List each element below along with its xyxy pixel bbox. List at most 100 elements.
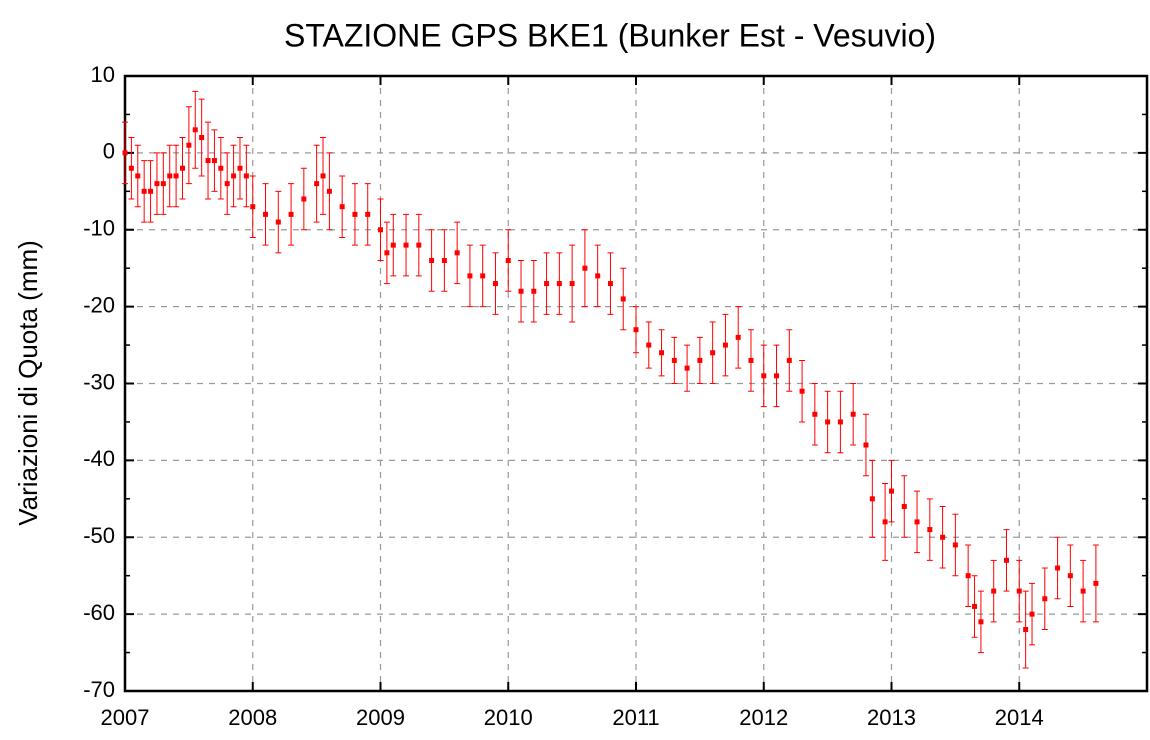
point <box>237 165 243 171</box>
y-tick-label: -60 <box>83 600 115 625</box>
point <box>850 411 856 417</box>
point <box>646 342 652 348</box>
point <box>1003 557 1009 563</box>
x-tick-label: 2007 <box>101 705 150 730</box>
point <box>710 350 716 356</box>
point <box>429 258 435 263</box>
point <box>659 350 665 356</box>
point <box>1029 611 1035 617</box>
point <box>991 588 997 594</box>
y-tick-label: -20 <box>83 292 115 317</box>
point <box>889 488 894 494</box>
point <box>684 365 690 371</box>
y-tick-label: -40 <box>83 446 115 471</box>
point <box>480 273 486 279</box>
x-tick-label: 2009 <box>356 705 405 730</box>
point <box>122 150 128 156</box>
point <box>173 173 179 179</box>
point <box>799 388 805 394</box>
point <box>582 265 588 271</box>
point <box>882 519 888 525</box>
point <box>972 603 978 609</box>
point <box>211 158 217 164</box>
point <box>914 519 920 525</box>
point <box>620 296 626 302</box>
point <box>179 165 185 171</box>
point <box>697 357 703 363</box>
point <box>952 542 958 548</box>
x-tick-label: 2013 <box>867 705 916 730</box>
point <box>250 204 256 210</box>
point <box>556 281 562 287</box>
point <box>1067 573 1073 579</box>
point <box>531 288 537 294</box>
point <box>454 250 460 256</box>
point <box>243 173 249 179</box>
point <box>167 173 173 179</box>
y-tick-label: -70 <box>83 677 115 702</box>
point <box>774 373 780 379</box>
point <box>761 373 767 379</box>
point <box>812 411 818 417</box>
point <box>671 357 677 363</box>
point <box>492 281 498 287</box>
point <box>403 242 409 248</box>
x-tick-label: 2014 <box>995 705 1044 730</box>
point <box>965 573 971 579</box>
point <box>365 211 371 217</box>
point <box>467 273 473 279</box>
x-tick-label: 2011 <box>612 705 659 730</box>
point <box>416 242 422 248</box>
point <box>218 165 224 171</box>
point <box>607 281 613 287</box>
point <box>1023 627 1029 632</box>
plot-frame <box>123 74 1149 693</box>
point <box>518 288 524 294</box>
point <box>352 211 358 217</box>
point <box>384 250 390 256</box>
y-tick-label: 10 <box>91 62 115 87</box>
point <box>595 273 601 279</box>
point <box>301 196 307 202</box>
point <box>633 327 639 333</box>
point <box>326 188 332 194</box>
chart-title: STAZIONE GPS BKE1 (Bunker Est - Vesuvio) <box>284 17 936 53</box>
point <box>154 181 160 187</box>
point <box>288 211 294 217</box>
point <box>748 357 754 363</box>
point <box>786 357 792 363</box>
y-tick-label: -30 <box>83 369 115 394</box>
point <box>569 281 575 287</box>
point <box>231 173 237 179</box>
point <box>314 181 320 187</box>
y-tick-label: 0 <box>103 139 115 164</box>
point <box>863 442 869 448</box>
point <box>263 211 269 217</box>
point <box>940 534 946 540</box>
point <box>192 127 198 133</box>
point <box>1016 588 1022 594</box>
point <box>927 527 933 533</box>
point <box>901 504 907 509</box>
point <box>186 142 192 148</box>
point <box>160 181 166 187</box>
point <box>275 219 281 225</box>
point <box>869 496 875 502</box>
point <box>128 165 134 171</box>
x-tick-label: 2010 <box>484 705 533 730</box>
point <box>1080 588 1086 594</box>
point <box>148 188 154 194</box>
point <box>135 173 141 179</box>
point <box>390 242 396 248</box>
x-tick-label: 2012 <box>739 705 788 730</box>
point <box>205 158 211 164</box>
point <box>339 204 345 210</box>
point <box>224 181 230 187</box>
point <box>825 419 831 425</box>
y-axis-title: Variazioni di Quota (mm) <box>13 240 43 526</box>
y-tick-label: -10 <box>83 216 115 241</box>
point <box>837 419 843 425</box>
point <box>505 258 511 263</box>
